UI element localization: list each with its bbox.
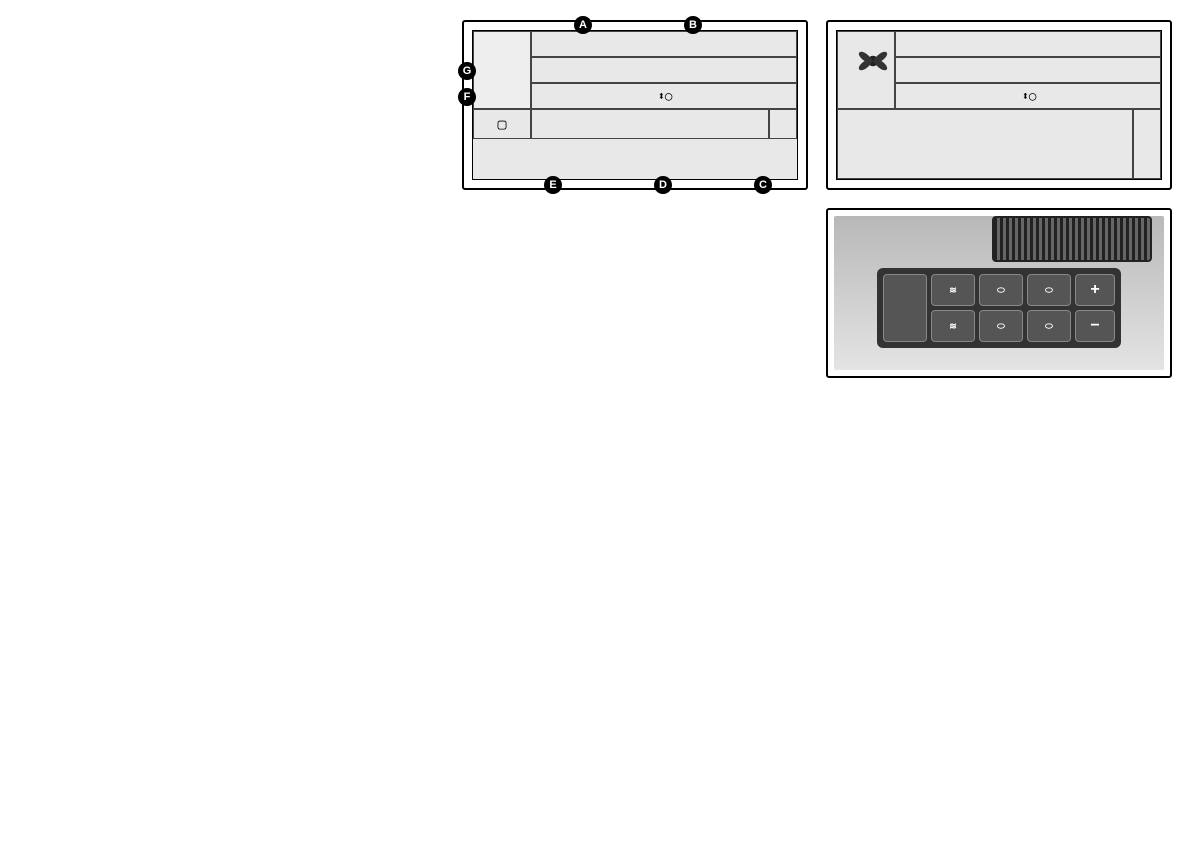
door-icon: ▢ [473, 109, 531, 139]
callout-b: B [684, 16, 702, 34]
callout-c: C [754, 176, 772, 194]
dashboard-vent [992, 216, 1152, 262]
column-2: ⬍◯ ▢ A B G F E D C [462, 20, 808, 825]
lcd2-beam: ⬍◯ [895, 83, 1161, 109]
lcd-mode [769, 109, 797, 139]
lcd2-temp [895, 57, 1161, 83]
plus-button[interactable]: + [1075, 274, 1115, 306]
lcd2-odometer [837, 109, 1133, 179]
fan-area [837, 31, 895, 109]
callout-a: A [574, 16, 592, 34]
lcd-date [473, 31, 531, 109]
figure-23b: ⬍◯ [826, 20, 1172, 190]
lcd2-time [895, 31, 1161, 57]
callout-f: F [458, 88, 476, 106]
lcd-beam: ⬍◯ [531, 83, 797, 109]
figure-24: ≋ ⬭ ⬭ + ≋ ⬭ ⬭ − [826, 208, 1172, 378]
fan-icon [852, 40, 894, 82]
light-button-3[interactable]: ⬭ [979, 310, 1023, 342]
lcd-odometer [531, 109, 769, 139]
light-button-4[interactable]: ⬭ [1027, 310, 1071, 342]
lcd2-mode [1133, 109, 1161, 179]
menu-esc-button[interactable] [883, 274, 927, 342]
callout-e: E [544, 176, 562, 194]
lcd-time [531, 31, 797, 57]
lcd-temp [531, 57, 797, 83]
column-3: ⬍◯ ≋ ⬭ ⬭ + [826, 20, 1172, 825]
main-title [98, 20, 444, 106]
callout-d: D [654, 176, 672, 194]
fog-rear-button[interactable]: ≋ [931, 274, 975, 306]
light-button-2[interactable]: ⬭ [1027, 274, 1071, 306]
minus-button[interactable]: − [1075, 310, 1115, 342]
callout-g: G [458, 62, 476, 80]
figure-23a: ⬍◯ ▢ A B G F E D C [462, 20, 808, 190]
light-button-1[interactable]: ⬭ [979, 274, 1023, 306]
side-tabs [0, 0, 80, 845]
control-panel: ≋ ⬭ ⬭ + ≋ ⬭ ⬭ − [877, 268, 1121, 348]
fog-front-button[interactable]: ≋ [931, 310, 975, 342]
column-1 [98, 20, 444, 825]
